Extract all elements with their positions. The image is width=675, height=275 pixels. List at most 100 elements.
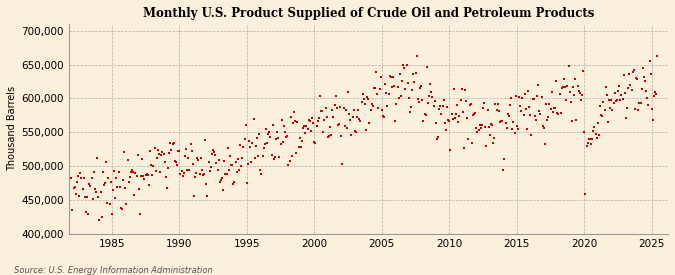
Point <box>215 178 226 183</box>
Point <box>286 115 296 120</box>
Point <box>215 180 225 184</box>
Point <box>321 115 332 119</box>
Point <box>201 182 212 186</box>
Point <box>394 95 404 100</box>
Point <box>306 129 317 133</box>
Point <box>350 130 361 134</box>
Point <box>571 117 582 122</box>
Point <box>100 180 111 185</box>
Point <box>408 72 418 76</box>
Point <box>286 153 297 158</box>
Point <box>650 90 661 94</box>
Point <box>308 121 319 125</box>
Point <box>534 109 545 113</box>
Point <box>374 87 385 91</box>
Point <box>464 103 475 108</box>
Point <box>616 92 627 97</box>
Point <box>409 80 420 85</box>
Point <box>262 141 273 145</box>
Point <box>163 166 173 170</box>
Point <box>468 112 479 117</box>
Point <box>311 124 322 128</box>
Point <box>614 84 624 88</box>
Point <box>620 90 630 95</box>
Point <box>252 153 263 158</box>
Point <box>70 185 80 189</box>
Point <box>330 94 341 99</box>
Point <box>225 163 236 167</box>
Point <box>319 118 330 122</box>
Point <box>522 127 533 131</box>
Point <box>518 113 529 117</box>
Point <box>633 108 644 112</box>
Point <box>487 123 497 128</box>
Point <box>263 132 273 136</box>
Point <box>281 134 292 139</box>
Point <box>95 189 106 194</box>
Point <box>236 163 246 168</box>
Point <box>373 106 384 110</box>
Point <box>279 130 290 134</box>
Point <box>362 95 373 100</box>
Point <box>637 86 647 91</box>
Point <box>111 176 122 180</box>
Point <box>254 132 265 136</box>
Point <box>451 111 462 116</box>
Point <box>608 101 619 105</box>
Point <box>225 154 236 159</box>
Point <box>94 218 105 222</box>
Point <box>352 114 362 119</box>
Point <box>190 175 200 179</box>
Point <box>151 169 161 174</box>
Point <box>425 82 435 86</box>
Point <box>300 130 310 135</box>
Point <box>404 96 414 100</box>
Point <box>556 110 566 115</box>
Point <box>348 108 359 112</box>
Point <box>139 176 150 181</box>
Point <box>524 105 535 109</box>
Point <box>488 141 499 145</box>
Point <box>293 144 304 149</box>
Point <box>137 156 148 161</box>
Point <box>154 152 165 156</box>
Point <box>610 91 620 95</box>
Point <box>124 180 134 184</box>
Point <box>466 140 477 145</box>
Point <box>630 107 641 111</box>
Point <box>643 103 654 107</box>
Point <box>309 140 320 145</box>
Point <box>435 104 446 108</box>
Point <box>382 104 393 109</box>
Point <box>242 161 253 166</box>
Point <box>232 156 243 161</box>
Point <box>628 68 639 72</box>
Point <box>402 81 413 86</box>
Point <box>547 109 558 114</box>
Point <box>292 120 303 124</box>
Point <box>563 64 574 68</box>
Point <box>471 126 482 130</box>
Point <box>637 66 648 71</box>
Point <box>220 172 231 176</box>
Point <box>407 88 418 92</box>
Point <box>166 147 177 152</box>
Point <box>222 145 233 150</box>
Point <box>489 136 500 141</box>
Point <box>326 133 337 137</box>
Point <box>502 112 513 116</box>
Point <box>480 124 491 129</box>
Point <box>549 106 560 110</box>
Point <box>624 72 634 77</box>
Point <box>644 59 655 63</box>
Point <box>551 79 562 84</box>
Point <box>398 62 408 67</box>
Point <box>144 183 155 187</box>
Point <box>576 98 587 102</box>
Point <box>205 165 216 169</box>
Point <box>105 180 116 184</box>
Point <box>284 159 295 163</box>
Point <box>219 159 230 163</box>
Point <box>478 105 489 110</box>
Point <box>431 136 442 141</box>
